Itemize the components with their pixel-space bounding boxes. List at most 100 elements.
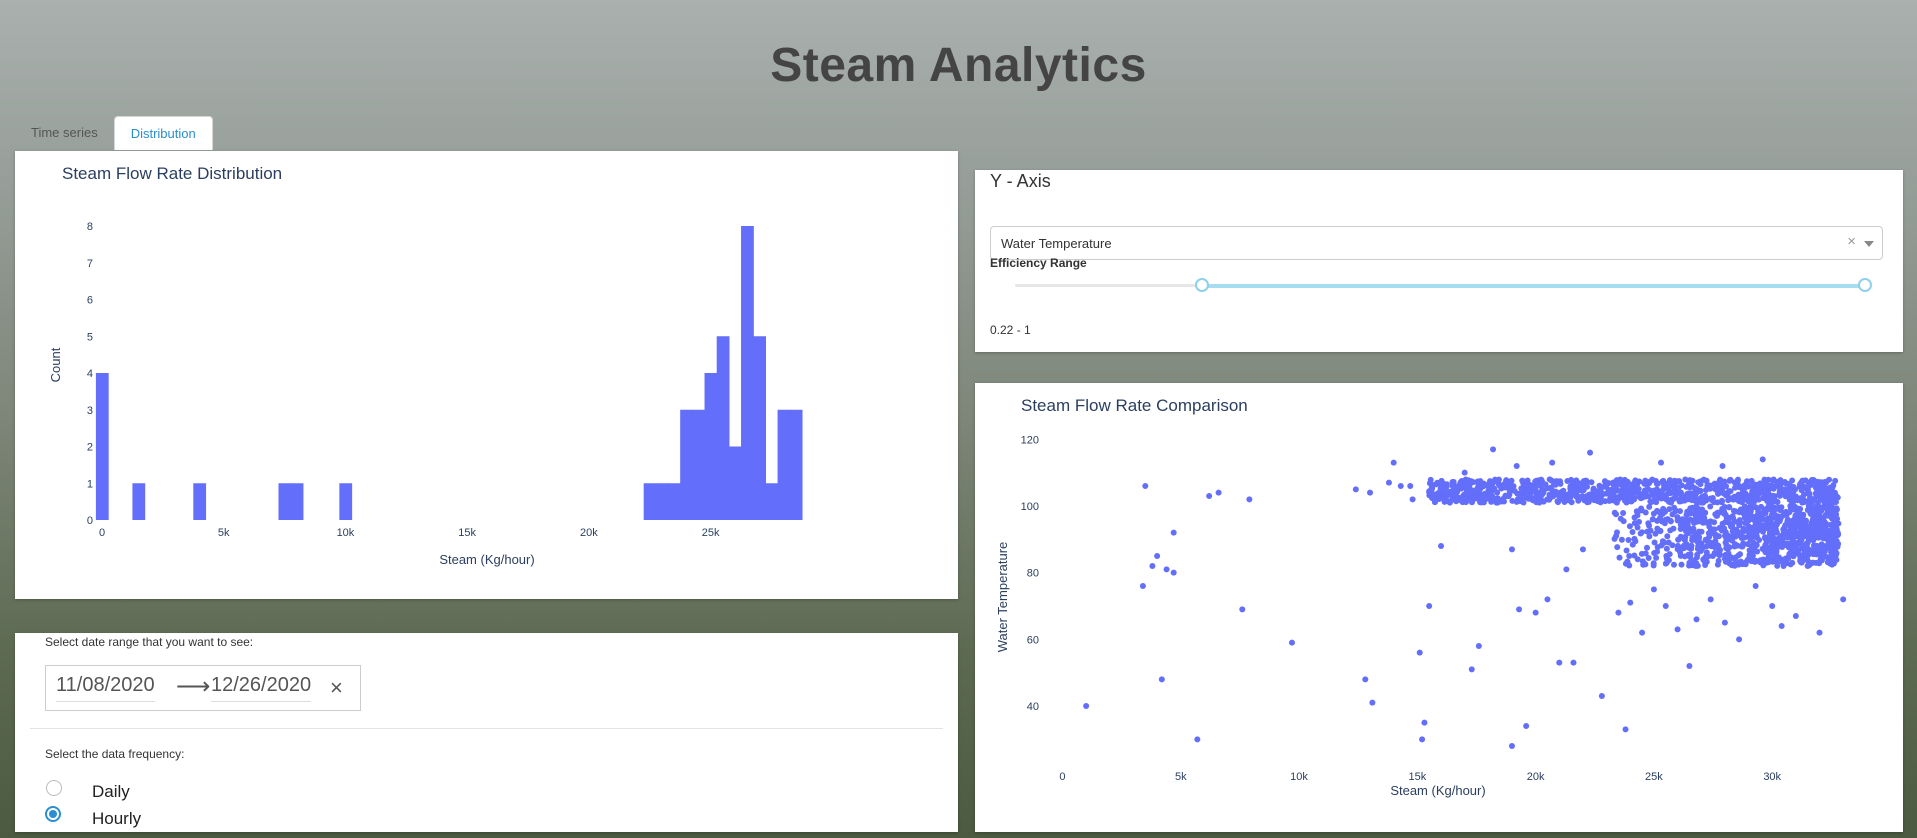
scatter-point[interactable] [1783,508,1790,515]
scatter-point[interactable] [1727,476,1734,483]
date-range-picker[interactable]: 11/08/2020 ⟶ 12/26/2020 × [45,665,361,711]
scatter-point[interactable] [1409,496,1416,503]
scatter-point[interactable] [1821,504,1828,511]
scatter-point[interactable] [1158,676,1165,683]
scatter-point[interactable] [1646,533,1653,540]
scatter-point[interactable] [1531,489,1538,496]
scatter-point[interactable] [1663,545,1670,552]
scatter-point[interactable] [1725,550,1732,557]
scatter-point[interactable] [1650,562,1657,569]
scatter-point[interactable] [1737,558,1744,565]
scatter-point[interactable] [1712,550,1719,557]
scatter-point[interactable] [1699,506,1706,513]
scatter-point[interactable] [1686,663,1693,669]
scatter-point[interactable] [1820,535,1827,542]
scatter-point[interactable] [1688,490,1695,497]
scatter-point[interactable] [1789,477,1796,484]
scatter-point[interactable] [1672,494,1679,501]
scatter-point[interactable] [1749,532,1756,539]
scatter-point[interactable] [1675,485,1682,492]
histogram-bar[interactable] [668,483,681,520]
histogram-bar[interactable] [290,483,304,520]
scatter-point[interactable] [1626,552,1633,559]
scatter-point[interactable] [1669,511,1676,518]
scatter-point[interactable] [1745,523,1752,530]
scatter-point[interactable] [1700,476,1707,483]
efficiency-slider-max-handle[interactable] [1858,278,1872,292]
scatter-point[interactable] [1506,488,1513,495]
scatter-point[interactable] [1584,499,1591,506]
scatter-point[interactable] [1679,516,1686,523]
scatter-point[interactable] [1806,524,1813,531]
scatter-point[interactable] [1194,736,1201,743]
scatter-point[interactable] [1775,483,1782,490]
scatter-point[interactable] [1666,551,1673,558]
scatter-point[interactable] [1712,486,1719,493]
scatter-point[interactable] [1718,527,1725,534]
scatter-point[interactable] [1362,676,1369,683]
scatter-point[interactable] [1705,553,1712,560]
scatter-point[interactable] [1646,503,1653,510]
scatter-point[interactable] [1768,507,1775,514]
scatter-point[interactable] [1611,535,1618,542]
scatter-point[interactable] [1642,509,1649,516]
scatter-point[interactable] [1754,528,1761,535]
scatter-point[interactable] [1822,479,1829,486]
histogram-chart[interactable]: 0 1 2 3 4 5 6 7 8 0 5k 10k 15k 20k 25k Steam (Kg/hour… [15,151,958,599]
scatter-point[interactable] [1758,525,1765,532]
scatter-point[interactable] [1750,557,1757,564]
scatter-point[interactable] [1770,528,1777,535]
scatter-point[interactable] [1579,546,1586,553]
scatter-point[interactable] [1670,561,1677,568]
scatter-point[interactable] [1805,549,1812,556]
scatter-point[interactable] [1762,542,1769,549]
scatter-point[interactable] [1811,530,1818,537]
scatter-point[interactable] [1631,514,1638,521]
scatter-point[interactable] [1660,505,1667,512]
close-icon[interactable]: × [330,675,343,700]
scatter-point[interactable] [1789,517,1796,524]
scatter-chart[interactable]: 40 60 80 100 120 0 5k 10k 15k 20k 25k 30k Steam (K… [975,383,1903,832]
scatter-point[interactable] [1625,537,1632,544]
scatter-point[interactable] [1679,493,1686,500]
scatter-point[interactable] [1706,523,1713,530]
scatter-point[interactable] [1495,498,1502,505]
scatter-point[interactable] [1721,619,1728,626]
scatter-point[interactable] [1756,517,1763,524]
scatter-point[interactable] [1806,537,1813,544]
scatter-point[interactable] [1771,512,1778,519]
scatter-point[interactable] [1369,699,1376,706]
scatter-point[interactable] [1474,478,1481,485]
scatter-point[interactable] [1674,517,1681,524]
scatter-point[interactable] [1667,481,1674,488]
tab-distribution[interactable]: Distribution [113,116,213,150]
scatter-point[interactable] [1760,562,1767,569]
scatter-point[interactable] [1701,516,1708,523]
scatter-point[interactable] [1572,481,1579,488]
scatter-point[interactable] [1421,719,1428,726]
scatter-point[interactable] [1773,554,1780,561]
scatter-point[interactable] [1626,523,1633,530]
scatter-point[interactable] [1611,495,1618,502]
scatter-point[interactable] [1573,477,1580,484]
scatter-point[interactable] [1676,498,1683,505]
scatter-point[interactable] [1470,479,1477,486]
scatter-point[interactable] [1738,499,1745,506]
scatter-point[interactable] [1538,476,1545,483]
scatter-point[interactable] [1568,499,1575,506]
scatter-point[interactable] [1584,493,1591,500]
scatter-point[interactable] [1675,478,1682,485]
scatter-point[interactable] [1774,543,1781,550]
scatter-point[interactable] [1757,557,1764,564]
scatter-point[interactable] [1681,536,1688,543]
scatter-point[interactable] [1712,533,1719,540]
scatter-point[interactable] [1828,527,1835,534]
scatter-point[interactable] [1540,489,1547,496]
scatter-point[interactable] [1746,553,1753,560]
scatter-point[interactable] [1754,548,1761,555]
scatter-point[interactable] [1714,561,1721,568]
scatter-point[interactable] [1720,490,1727,497]
scatter-point[interactable] [1630,486,1637,493]
scatter-point[interactable] [1785,481,1792,488]
scatter-point[interactable] [1621,497,1628,504]
